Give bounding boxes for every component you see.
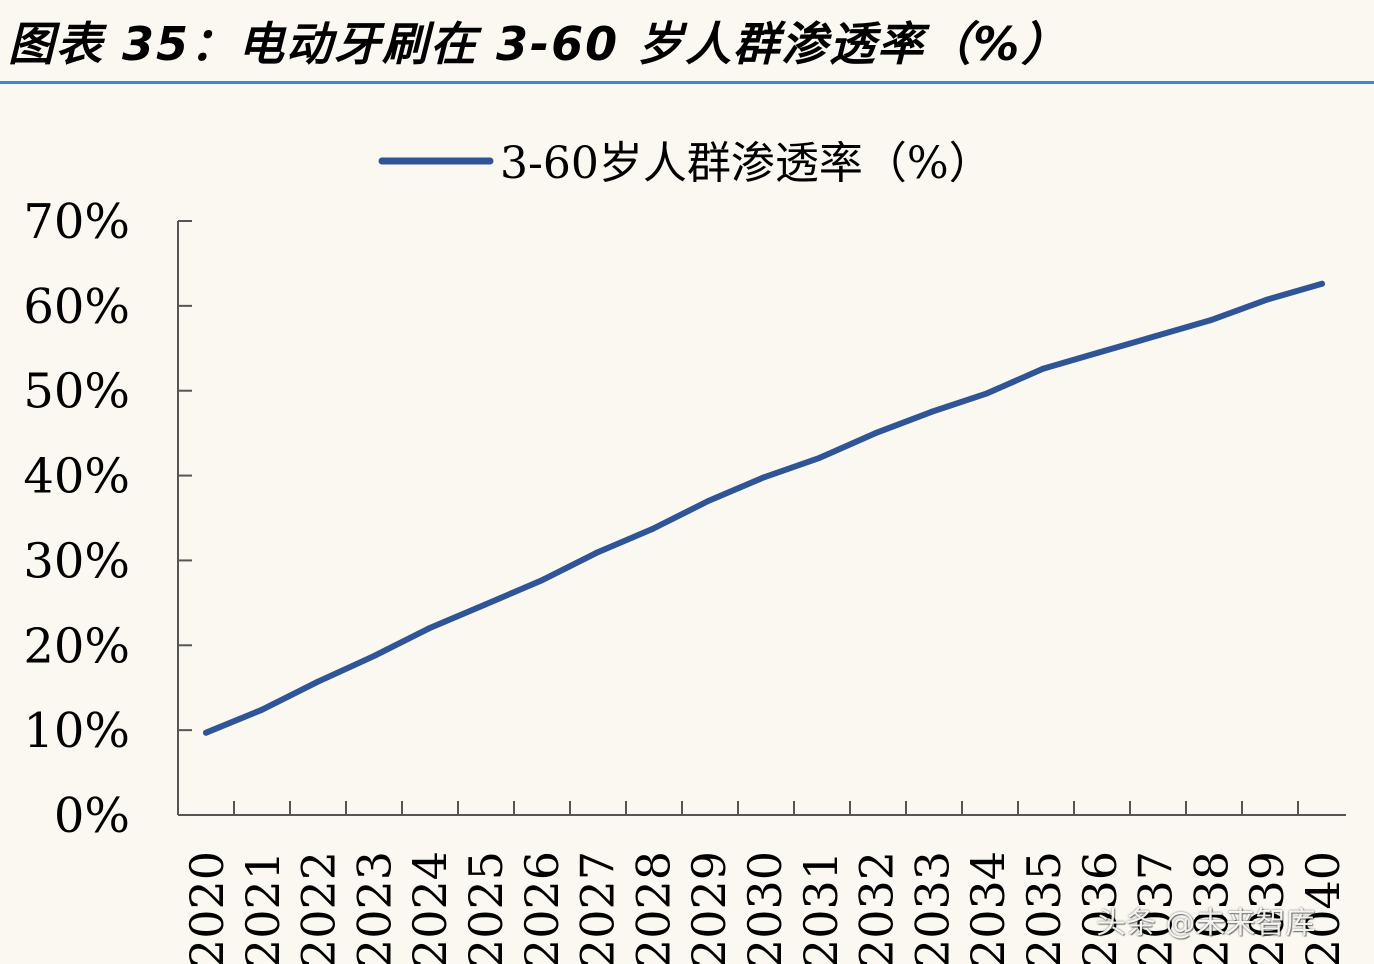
y-tick-label: 30%	[23, 533, 130, 589]
data-point	[1207, 317, 1214, 324]
x-tick-label: 2031	[794, 851, 848, 964]
x-tick-label: 2028	[626, 851, 680, 964]
data-point	[426, 625, 433, 632]
data-point	[928, 408, 935, 415]
x-tick-label: 2024	[403, 851, 457, 964]
data-point	[1151, 333, 1158, 340]
x-tick-label: 2035	[1017, 851, 1071, 964]
y-tick-label: 40%	[23, 449, 130, 505]
x-tick-label: 2021	[236, 851, 290, 964]
chart-title: 图表 35：电动牙刷在 3-60 岁人群渗透率（%）	[8, 17, 1070, 71]
x-tick-label: 2023	[347, 851, 401, 964]
data-point	[705, 498, 712, 504]
x-tick-label: 2020	[180, 851, 234, 964]
data-point	[984, 390, 991, 397]
x-tick-label: 2040	[1296, 851, 1350, 964]
data-point	[816, 454, 823, 461]
watermark: 头条 @未来智库	[1096, 906, 1316, 941]
x-tick-label: 2026	[515, 851, 569, 964]
x-tick-label: 2037	[1129, 851, 1183, 964]
y-tick-label: 10%	[23, 703, 130, 759]
x-axis: 2020 2021 2022 2023 2024 2025 2026 2027 2028 2029…	[177, 801, 1350, 964]
y-tick-label: 0%	[54, 788, 130, 844]
title-bar: 图表 35：电动牙刷在 3-60 岁人群渗透率（%）	[0, 0, 1374, 84]
x-tick-label: 2033	[905, 851, 959, 964]
x-tick-label: 2030	[738, 851, 792, 964]
y-tick-label: 20%	[23, 618, 130, 674]
data-point	[537, 577, 544, 584]
y-tick-label: 60%	[23, 279, 130, 335]
y-tick-label: 50%	[23, 364, 130, 420]
data-point	[482, 601, 488, 608]
y-tick-label: 70%	[23, 194, 130, 250]
data-point	[872, 430, 879, 437]
series-line	[203, 280, 1325, 736]
x-tick-label: 2032	[850, 851, 904, 964]
x-tick-label: 2036	[1073, 851, 1127, 964]
data-point	[761, 474, 767, 481]
data-point	[1095, 349, 1102, 356]
data-point	[314, 678, 321, 685]
x-tick-label: 2022	[292, 851, 346, 964]
data-point	[370, 653, 377, 660]
x-tick-label: 2027	[571, 851, 625, 964]
series-group	[203, 280, 1325, 736]
legend: 3-60岁人群渗透率（%）	[378, 138, 993, 189]
legend-label: 3-60岁人群渗透率（%）	[500, 138, 993, 189]
data-point	[1319, 280, 1325, 287]
data-point	[1040, 365, 1046, 372]
x-tick-label: 2038	[1184, 851, 1238, 964]
data-point	[1263, 296, 1270, 303]
data-point	[258, 706, 265, 713]
x-tick-label: 2039	[1240, 851, 1294, 964]
data-point	[593, 549, 600, 556]
x-tick-label: 2025	[459, 851, 513, 964]
y-axis: 0% 10% 20% 30% 40% 50% 60% 70%	[23, 194, 192, 844]
x-tick-label: 2029	[682, 851, 736, 964]
x-tick-label: 2034	[961, 851, 1015, 964]
data-point	[649, 526, 656, 532]
data-point	[203, 729, 209, 736]
